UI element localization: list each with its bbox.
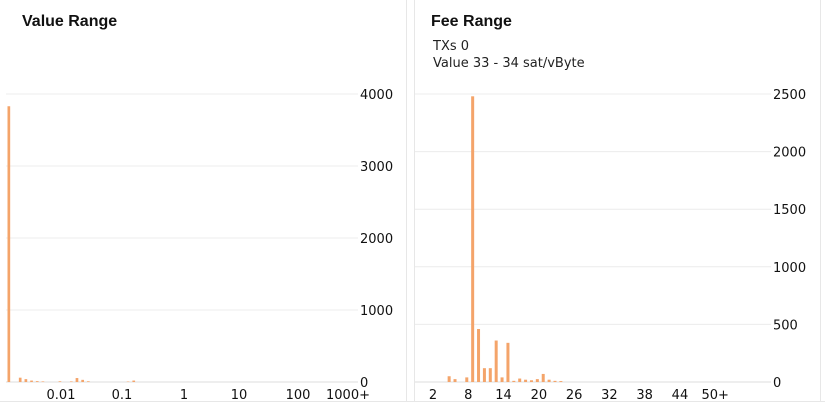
- fee-range-title: Fee Range: [431, 13, 512, 30]
- y-tick-label-4: 2000: [773, 146, 806, 161]
- y-tick-label-3: 1500: [773, 203, 806, 218]
- value-bar-5: [41, 381, 45, 382]
- x-tick-label-1: 8: [464, 388, 472, 401]
- value-bar-0: [7, 106, 11, 383]
- x-tick-label-0: 2: [429, 388, 437, 401]
- fee-bar-9: [506, 342, 510, 382]
- tooltip-value: Value 33 - 34 sat/vByte: [433, 56, 585, 71]
- value-bar-10: [86, 381, 90, 382]
- fee-bar-0: [447, 376, 451, 382]
- y-tick-label-2: 2000: [360, 232, 393, 247]
- fee-range-panel: Fee Range TXs 0 Value 33 - 34 sat/vByte …: [414, 0, 821, 401]
- y-tick-label-3: 3000: [360, 160, 393, 175]
- fee-bar-16: [547, 379, 551, 382]
- fee-bar-2: [465, 377, 469, 382]
- value-bar-6: [58, 381, 62, 382]
- x-tick-label-4: 26: [566, 388, 583, 401]
- fee-bar-12: [524, 379, 528, 382]
- fee-bar-10: [512, 380, 516, 382]
- x-tick-label-5: 1000+: [326, 388, 370, 401]
- bottom-divider: [0, 401, 825, 402]
- x-tick-label-0: 0.01: [47, 388, 76, 401]
- value-bar-9: [81, 379, 84, 382]
- x-tick-label-1: 0.1: [112, 388, 133, 401]
- value-range-title: Value Range: [22, 13, 118, 30]
- x-tick-label-5: 32: [601, 388, 618, 401]
- fee-bar-18: [559, 381, 563, 382]
- y-tick-label-0: 0: [773, 376, 781, 391]
- fee-bar-5: [482, 368, 486, 382]
- y-tick-label-4: 4000: [360, 88, 393, 103]
- value-bar-12: [132, 380, 136, 382]
- fee-bar-15: [541, 373, 545, 382]
- y-tick-label-1: 500: [773, 318, 798, 333]
- tooltip-txs-label: TXs: [433, 39, 457, 54]
- value-bar-1: [18, 377, 22, 382]
- value-bar-8: [75, 378, 79, 382]
- x-tick-label-2: 14: [495, 388, 512, 401]
- tooltip-value-range: 33 - 34 sat/vByte: [472, 56, 585, 71]
- x-tick-label-3: 10: [231, 388, 248, 401]
- value-range-panel: Value Range 0 1000 2000 3000 4000 0.01 0.1 1 10 1…: [6, 0, 407, 401]
- x-tick-label-6: 38: [636, 388, 653, 401]
- y-tick-label-0: 0: [360, 376, 368, 391]
- value-bar-3: [30, 380, 33, 382]
- y-tick-label-5: 2500: [773, 88, 806, 103]
- value-bar-7: [69, 381, 73, 382]
- fee-bar-1: [453, 379, 457, 382]
- fee-bar-3: [471, 96, 475, 382]
- x-tick-label-4: 100: [286, 388, 311, 401]
- fee-bar-6: [488, 368, 492, 382]
- value-range-chart[interactable]: 0 1000 2000 3000 4000 0.01 0.1 1 10 100 1000+: [6, 0, 406, 401]
- fee-bar-4: [477, 329, 481, 382]
- fee-bar-11: [518, 378, 522, 382]
- fee-bar-17: [553, 380, 557, 382]
- y-tick-label-1: 1000: [360, 304, 393, 319]
- tooltip-txs-value: 0: [460, 39, 470, 54]
- fee-bar-8: [500, 377, 504, 382]
- value-bar-2: [24, 379, 28, 382]
- fee-bar-14: [535, 379, 539, 382]
- fee-bar-7: [494, 340, 498, 382]
- x-tick-label-2: 1: [180, 388, 188, 401]
- fee-bar-13: [529, 380, 533, 382]
- fee-range-chart[interactable]: 0 500 1000 1500 2000 2500 2 8 14 20 26 32 38 44 50+: [415, 0, 820, 401]
- tooltip-value-label: Value: [433, 56, 469, 71]
- x-tick-label-7: 44: [672, 388, 689, 401]
- x-tick-label-3: 20: [531, 388, 548, 401]
- tooltip-txs: TXs 0: [433, 39, 469, 54]
- value-bar-4: [35, 381, 39, 382]
- y-tick-label-2: 1000: [773, 261, 806, 276]
- x-tick-label-8: 50+: [702, 388, 729, 401]
